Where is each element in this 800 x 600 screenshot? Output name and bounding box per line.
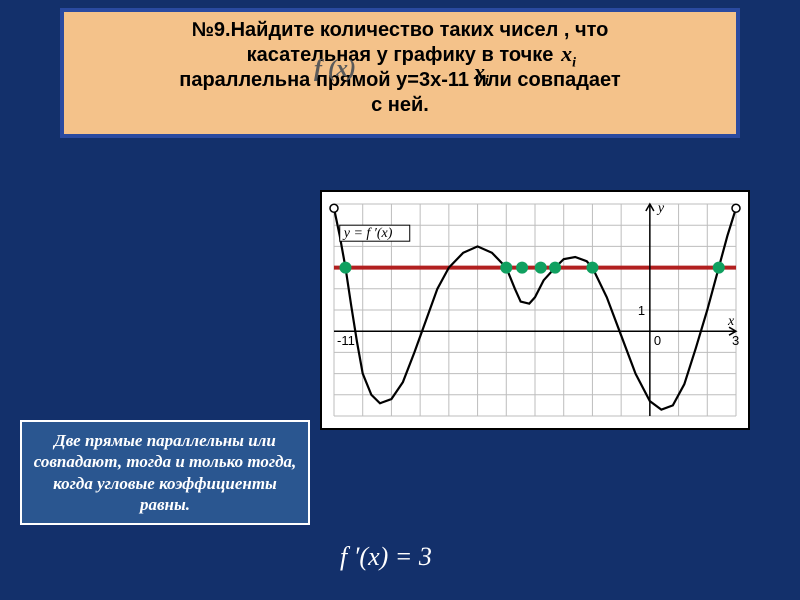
caption-text: Две прямые параллельны или совпадают, то… [34,431,297,514]
caption-box: Две прямые параллельны или совпадают, то… [20,420,310,525]
svg-text:1: 1 [638,303,645,318]
chart-svg: -11 0 3 1 x y y = f ′(x) [322,192,748,428]
svg-text:-11: -11 [337,333,355,348]
svg-text:y = f ′(x): y = f ′(x) [342,226,393,241]
xi-2: xi [474,58,489,90]
title-box: №9.Найдите количество таких чисел , что … [60,8,740,138]
xi-1: xi [561,40,576,72]
title-line-4: с ней. [371,94,429,116]
formula: f ′(x) = 3 [340,542,432,572]
title-line-1: №9.Найдите количество таких чисел , что [192,19,609,41]
fx-overlay: f (x) [314,54,356,84]
svg-text:0: 0 [654,333,661,348]
title-line-3: параллельна прямой у=3x-11 или совпадает [179,69,620,91]
title-line-2: касательная у графику в точке [247,44,554,66]
svg-text:x: x [727,314,735,329]
svg-text:y: y [656,201,665,216]
svg-text:3: 3 [732,333,739,348]
chart: -11 0 3 1 x y y = f ′(x) [320,190,750,430]
